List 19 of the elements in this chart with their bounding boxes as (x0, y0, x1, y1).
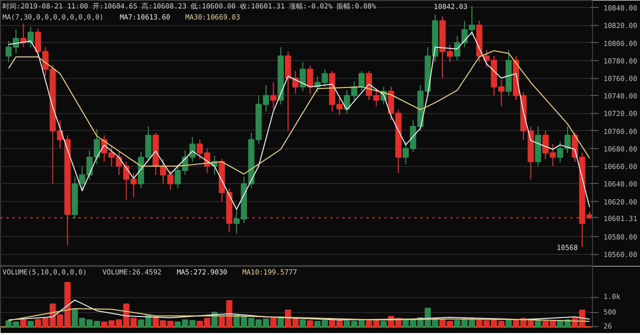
bar (278, 316, 284, 328)
candlestick (270, 82, 276, 110)
line-series (8, 32, 590, 210)
bar (380, 320, 387, 328)
bar (300, 319, 306, 328)
candlestick (28, 26, 34, 48)
bar (506, 320, 512, 328)
line-series (8, 50, 590, 175)
candlestick (284, 51, 292, 132)
candlestick (307, 65, 314, 94)
candlestick (358, 70, 365, 92)
line-series (8, 308, 590, 322)
bar (270, 318, 276, 328)
bar (307, 320, 314, 328)
line-series (8, 300, 590, 320)
bar (535, 320, 542, 328)
bar (28, 320, 34, 328)
candlestick (300, 62, 306, 92)
bar (20, 319, 26, 328)
